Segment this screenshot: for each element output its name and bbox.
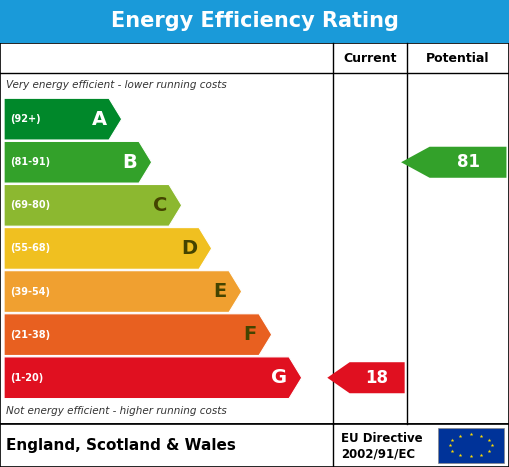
Bar xyxy=(0,43,509,424)
Text: 18: 18 xyxy=(365,369,389,387)
Text: Current: Current xyxy=(344,52,397,64)
Polygon shape xyxy=(4,271,242,312)
Text: 81: 81 xyxy=(457,153,479,171)
Text: A: A xyxy=(92,110,107,128)
Bar xyxy=(0,424,509,467)
Polygon shape xyxy=(4,227,212,269)
Text: C: C xyxy=(153,196,167,215)
Text: (69-80): (69-80) xyxy=(10,200,50,210)
Bar xyxy=(438,428,504,463)
Text: (92+): (92+) xyxy=(10,114,41,124)
Polygon shape xyxy=(4,357,302,398)
Text: (39-54): (39-54) xyxy=(10,287,50,297)
Text: Energy Efficiency Rating: Energy Efficiency Rating xyxy=(110,12,399,31)
Text: England, Scotland & Wales: England, Scotland & Wales xyxy=(6,438,236,453)
Polygon shape xyxy=(327,362,405,393)
Polygon shape xyxy=(4,314,272,355)
Text: Very energy efficient - lower running costs: Very energy efficient - lower running co… xyxy=(6,80,227,91)
Text: B: B xyxy=(122,153,137,172)
Polygon shape xyxy=(4,184,182,226)
Text: (1-20): (1-20) xyxy=(10,373,43,383)
Text: Potential: Potential xyxy=(427,52,490,64)
Polygon shape xyxy=(4,98,122,140)
Bar xyxy=(0,0,509,43)
Text: D: D xyxy=(181,239,197,258)
Text: Not energy efficient - higher running costs: Not energy efficient - higher running co… xyxy=(6,406,227,417)
Text: F: F xyxy=(244,325,257,344)
Text: 2002/91/EC: 2002/91/EC xyxy=(341,447,415,460)
Text: (81-91): (81-91) xyxy=(10,157,50,167)
Text: (55-68): (55-68) xyxy=(10,243,50,254)
Text: G: G xyxy=(271,368,287,387)
Text: (21-38): (21-38) xyxy=(10,330,50,340)
Text: E: E xyxy=(214,282,227,301)
Polygon shape xyxy=(4,142,152,183)
Text: EU Directive: EU Directive xyxy=(341,432,422,445)
Polygon shape xyxy=(401,147,506,178)
